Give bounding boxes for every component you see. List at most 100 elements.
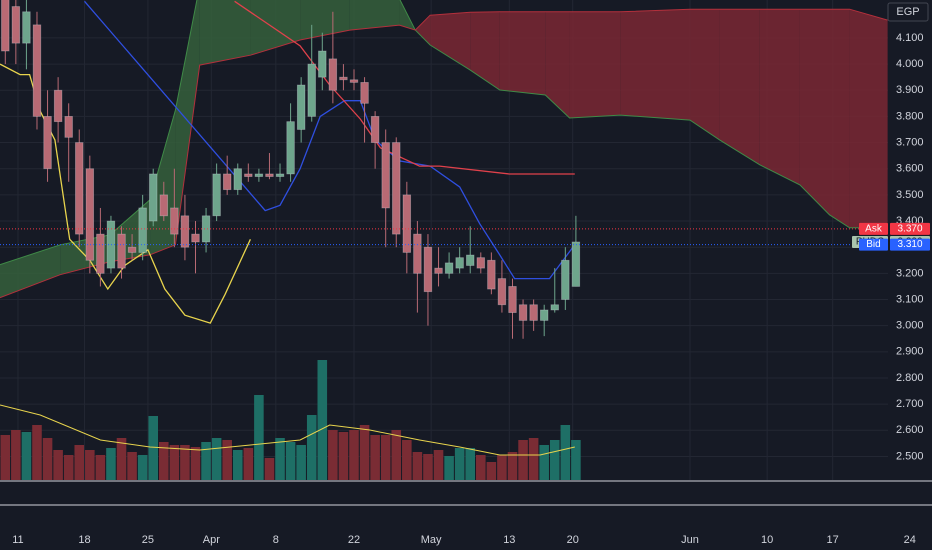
volume-bar xyxy=(116,438,127,480)
candle-body xyxy=(180,215,190,248)
volume-bar xyxy=(63,455,74,480)
volume-bar xyxy=(190,447,201,480)
candle-body xyxy=(286,121,295,175)
y-tick-label: 2.700 xyxy=(896,398,924,410)
y-tick-label: 3.000 xyxy=(896,320,924,332)
volume-bar xyxy=(433,450,444,480)
cloud-segment xyxy=(349,0,400,31)
x-tick-label: 18 xyxy=(78,534,90,546)
axes: 4.1004.0003.9003.8003.7003.6003.5003.400… xyxy=(12,32,930,546)
cloud-segment xyxy=(470,11,500,90)
candle-body xyxy=(96,233,105,274)
price-label-box xyxy=(890,238,930,251)
volume-bar xyxy=(528,438,539,480)
candle-body xyxy=(212,173,221,217)
volume-bar xyxy=(42,438,53,480)
candle-body xyxy=(318,50,327,78)
volume-bar xyxy=(518,440,528,480)
candle-body xyxy=(149,173,158,222)
x-tick-label: 17 xyxy=(827,534,839,546)
volume-bar xyxy=(74,445,85,480)
cloud-segment xyxy=(799,9,830,215)
plot-area xyxy=(0,0,888,480)
candle-body xyxy=(497,278,507,306)
volume-bar xyxy=(549,440,560,480)
x-tick-label: May xyxy=(421,534,442,546)
volume-bar xyxy=(296,445,306,480)
cloud-segment xyxy=(759,9,800,185)
volume-bar xyxy=(85,450,95,480)
cloud-segment xyxy=(829,9,850,228)
volume-bar xyxy=(0,435,11,480)
volume-bar xyxy=(32,425,42,480)
y-tick-label: 3.800 xyxy=(896,110,924,122)
indicator-line xyxy=(234,0,575,175)
candle-body xyxy=(244,173,253,177)
candle-body xyxy=(466,254,475,266)
candle-body xyxy=(392,142,401,235)
candle-body xyxy=(201,215,211,243)
candle-body xyxy=(11,6,21,44)
price-label-name-box xyxy=(859,238,888,251)
x-tick-label: Apr xyxy=(203,534,220,546)
candle-body xyxy=(53,89,63,123)
volume-bar xyxy=(359,425,370,480)
volume-bar xyxy=(127,452,137,480)
candle-body xyxy=(265,173,274,177)
volume-bar xyxy=(560,425,571,480)
volume-bar xyxy=(285,442,296,480)
y-tick-label: 4.100 xyxy=(896,32,924,44)
indicator-line xyxy=(0,63,251,324)
y-tick-label: 2.500 xyxy=(896,450,924,462)
candle-body xyxy=(328,58,338,91)
cloud-segment xyxy=(569,11,621,118)
x-tick-label: 13 xyxy=(503,534,515,546)
candle-body xyxy=(85,168,95,261)
cloud-segment xyxy=(430,12,471,71)
volume-average-line xyxy=(0,404,575,456)
cloud-segment xyxy=(415,15,431,45)
x-tick-label: 24 xyxy=(904,534,916,546)
candle-body xyxy=(275,173,285,177)
candle-body xyxy=(64,116,73,138)
candle-body xyxy=(434,267,443,274)
volume-bar xyxy=(328,430,338,480)
candle-body xyxy=(43,116,52,170)
volume-bar xyxy=(306,415,317,480)
volume-bar xyxy=(412,452,423,480)
candle-body xyxy=(233,168,242,191)
y-tick-label: 2.900 xyxy=(896,346,924,358)
volume-bar xyxy=(423,454,433,480)
candle-body xyxy=(455,257,464,269)
price-label-name: Ask xyxy=(865,224,883,235)
volume-bar xyxy=(402,440,412,480)
cloud-segment xyxy=(719,9,760,165)
candle-body xyxy=(561,259,570,300)
candle-body xyxy=(117,233,126,269)
cloud-segment xyxy=(300,0,350,41)
candle-body xyxy=(191,233,200,243)
volume-bar xyxy=(53,450,63,480)
volume-bar xyxy=(11,430,21,480)
volume-bar xyxy=(476,455,486,480)
candle-body xyxy=(423,246,433,293)
candle-body xyxy=(550,304,559,311)
candle-body xyxy=(444,262,454,274)
volume-bar xyxy=(465,448,476,480)
candle-body xyxy=(307,63,316,117)
price-label-value: 3.310 xyxy=(897,239,922,250)
x-tick-label: 25 xyxy=(142,534,154,546)
y-tick-label: 2.600 xyxy=(896,424,924,436)
candle-body xyxy=(296,84,306,130)
volume-bar xyxy=(21,432,32,480)
y-tick-label: 4.000 xyxy=(896,58,924,70)
candle-body xyxy=(170,207,179,235)
candle-body xyxy=(254,173,264,177)
volume-bar xyxy=(264,458,275,480)
candle-body xyxy=(518,304,528,321)
volume-bar xyxy=(148,416,159,480)
candle-body xyxy=(370,116,380,143)
candle-body xyxy=(508,286,517,313)
volume-bar xyxy=(338,432,349,480)
candle-body xyxy=(402,194,412,253)
